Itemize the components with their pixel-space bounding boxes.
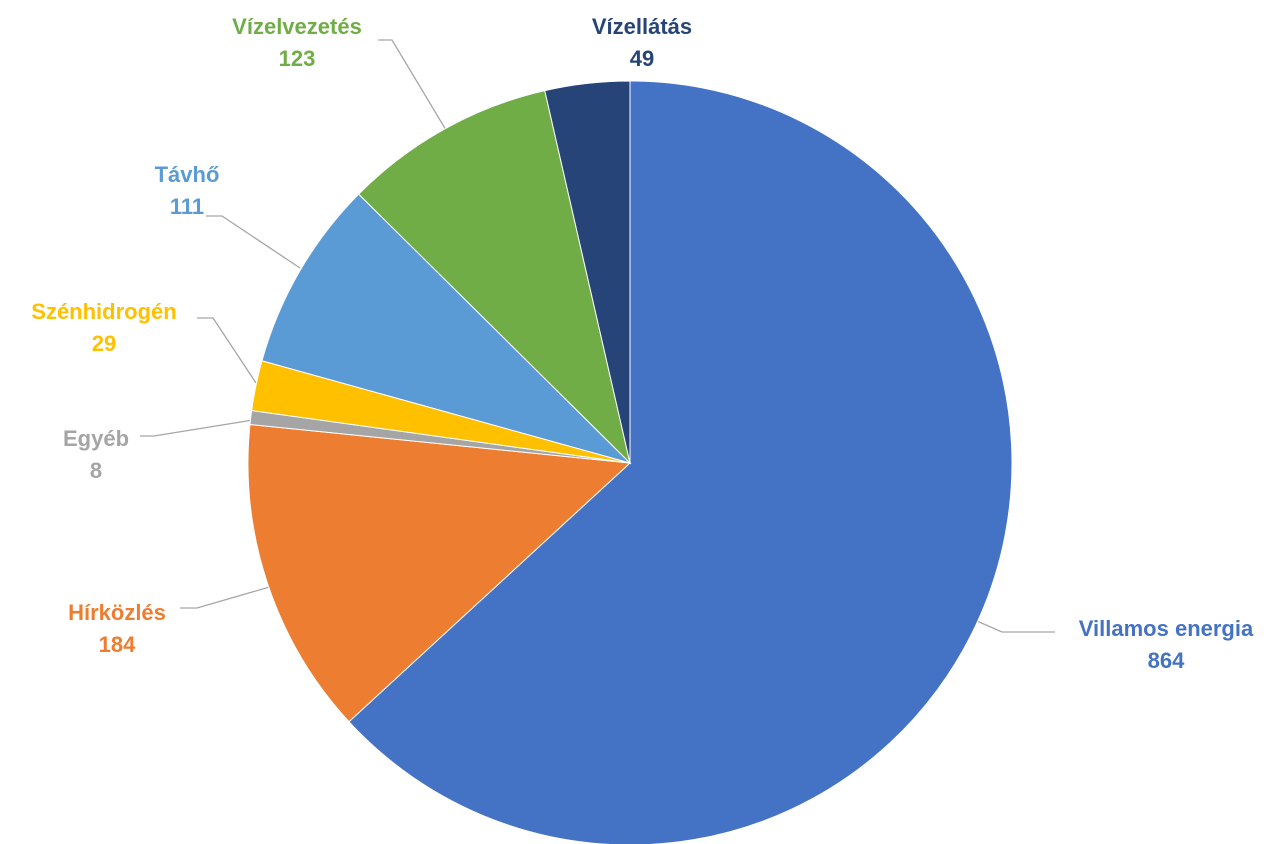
leader-line-1 xyxy=(180,585,274,609)
slice-label-value: 8 xyxy=(90,458,102,483)
slice-label-name: Távhő xyxy=(155,162,220,187)
pie-slice-1 xyxy=(247,423,632,723)
pie-slices xyxy=(247,80,1013,844)
leader-line-5 xyxy=(378,39,447,131)
slice-label-name: Villamos energia xyxy=(1079,616,1254,641)
pie-slice-5 xyxy=(357,90,631,465)
slice-label-value: 864 xyxy=(1148,648,1185,673)
pie-slice-6 xyxy=(544,80,631,464)
slice-label-value: 123 xyxy=(279,46,316,71)
leader-line-0 xyxy=(969,617,1055,633)
slice-label-name: Szénhidrogén xyxy=(31,299,176,324)
slice-label-name: Vízelvezetés xyxy=(232,14,362,39)
leader-line-4 xyxy=(206,215,301,269)
pie-slice-4 xyxy=(261,193,632,464)
slice-label-name: Vízellátás xyxy=(592,14,692,39)
slice-label-value: 111 xyxy=(170,194,204,219)
slice-label-name: Hírközlés xyxy=(68,600,166,625)
data-labels: Villamos energia 864 Hírközlés 184 Egyéb 8 Szé… xyxy=(31,14,1254,673)
pie-slice-0 xyxy=(348,80,1013,844)
slice-label-value: 49 xyxy=(630,46,654,71)
slice-label-name: Egyéb xyxy=(63,426,129,451)
slice-label-value: 184 xyxy=(99,632,136,657)
leader-lines xyxy=(140,39,1055,633)
slice-label-value: 29 xyxy=(92,331,116,356)
leader-line-3 xyxy=(197,317,257,384)
leader-line-2 xyxy=(140,419,254,437)
